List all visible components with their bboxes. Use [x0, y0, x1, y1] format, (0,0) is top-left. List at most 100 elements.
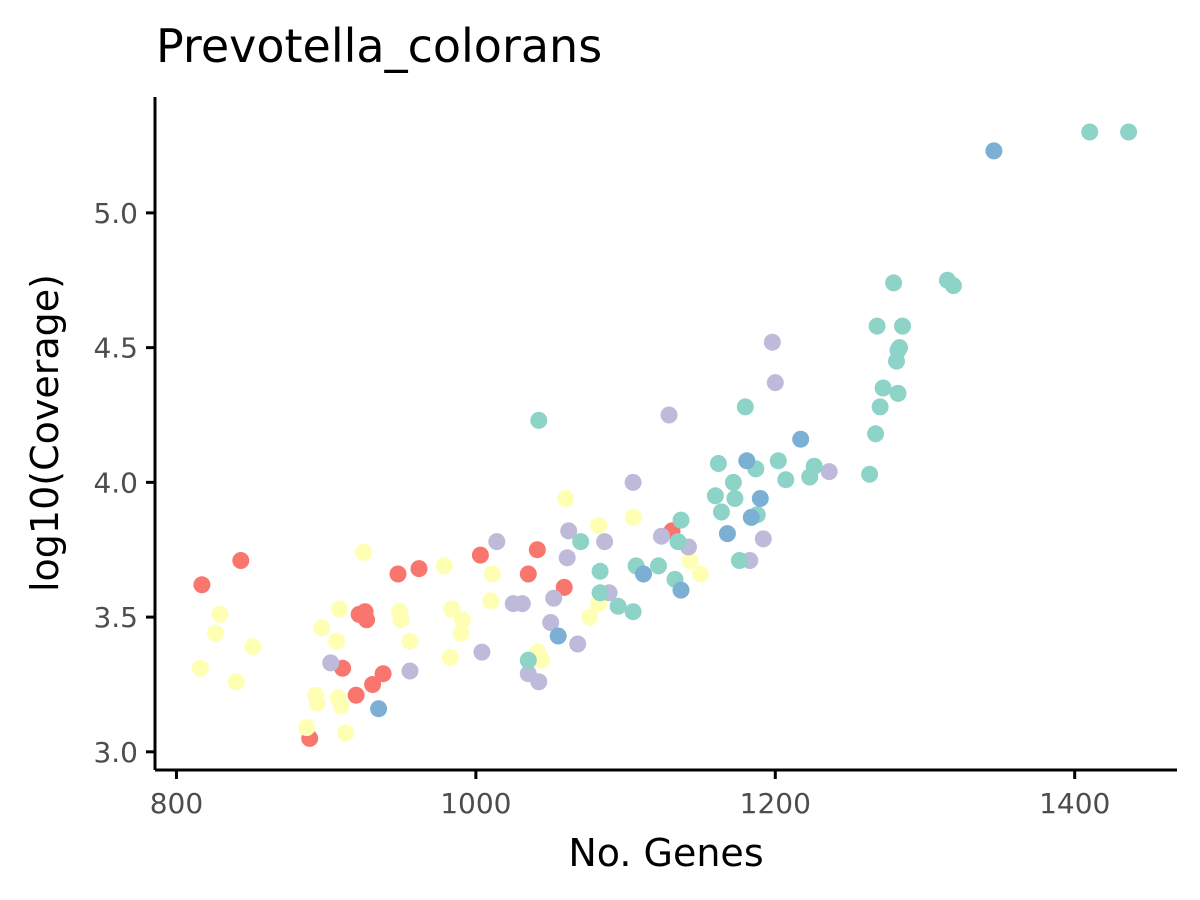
- y-tick-label: 3.0: [93, 736, 138, 769]
- data-point-yellow-33: [691, 565, 709, 583]
- data-point-lavender-15: [624, 473, 642, 491]
- data-point-blue-8: [792, 430, 810, 448]
- data-point-yellow-30: [590, 517, 608, 534]
- data-point-teal-18: [736, 398, 754, 416]
- data-point-lavender-7: [530, 673, 548, 691]
- data-point-yellow-1: [206, 624, 224, 642]
- data-point-lavender-2: [473, 643, 491, 661]
- data-point-yellow-18: [435, 557, 453, 575]
- data-point-teal-11: [672, 511, 690, 529]
- data-point-yellow-27: [557, 490, 575, 507]
- data-point-salmon-10: [389, 565, 407, 583]
- data-point-lavender-23: [820, 463, 838, 481]
- data-point-teal-34: [891, 339, 908, 357]
- data-point-teal-29: [874, 379, 892, 397]
- data-point-lavender-8: [542, 614, 560, 631]
- data-point-yellow-31: [624, 508, 642, 526]
- x-axis-label: No. Genes: [568, 831, 763, 875]
- data-point-teal-24: [805, 457, 823, 475]
- data-point-salmon-14: [528, 541, 546, 559]
- data-point-lavender-17: [660, 406, 678, 424]
- data-point-teal-6: [624, 603, 642, 621]
- data-point-yellow-17: [401, 632, 419, 650]
- data-point-yellow-12: [332, 697, 350, 715]
- y-tick-label: 3.5: [93, 601, 138, 634]
- data-point-salmon-9: [374, 665, 392, 683]
- data-point-yellow-20: [443, 600, 461, 618]
- data-point-teal-8: [650, 557, 667, 575]
- data-point-yellow-28: [581, 608, 599, 626]
- data-point-lavender-16: [653, 527, 670, 545]
- data-point-teal-10: [669, 533, 687, 551]
- data-point-yellow-19: [441, 649, 459, 666]
- data-point-yellow-8: [313, 619, 331, 637]
- data-point-lavender-22: [766, 374, 784, 392]
- data-point-yellow-32: [681, 552, 699, 569]
- data-point-yellow-16: [392, 611, 410, 629]
- data-point-teal-0: [519, 651, 537, 669]
- data-point-teal-25: [861, 465, 879, 483]
- data-point-blue-4: [718, 525, 736, 543]
- data-point-salmon-15: [555, 578, 573, 596]
- data-point-yellow-23: [482, 592, 500, 610]
- data-point-teal-33: [889, 384, 907, 402]
- data-point-teal-13: [709, 455, 727, 472]
- data-point-teal-16: [726, 490, 744, 507]
- x-tick-label: 1400: [1039, 787, 1110, 820]
- data-point-lavender-5: [513, 595, 531, 613]
- data-point-teal-22: [777, 471, 795, 489]
- data-point-teal-38: [1081, 123, 1099, 141]
- data-point-blue-3: [672, 581, 690, 599]
- data-point-salmon-0: [193, 576, 211, 594]
- data-point-lavender-10: [558, 549, 576, 567]
- data-point-lavender-12: [569, 635, 587, 653]
- data-point-yellow-7: [308, 694, 326, 712]
- x-tick-label: 800: [150, 787, 203, 820]
- data-point-teal-39: [1120, 123, 1138, 141]
- data-point-yellow-26: [533, 651, 551, 669]
- data-point-yellow-4: [244, 638, 262, 656]
- data-point-lavender-13: [596, 533, 614, 551]
- y-axis-ticks: 3.0 3.5 4.0 4.5 5.0: [93, 197, 155, 769]
- data-points: [191, 123, 1138, 747]
- data-point-teal-5: [609, 597, 627, 615]
- data-point-yellow-13: [337, 724, 355, 742]
- data-point-teal-14: [712, 503, 730, 521]
- data-point-yellow-0: [191, 659, 209, 677]
- data-point-blue-5: [738, 452, 756, 470]
- x-tick-label: 1200: [740, 787, 811, 820]
- data-point-salmon-8: [364, 676, 382, 693]
- data-point-salmon-1: [232, 552, 250, 569]
- y-tick-label: 4.5: [93, 332, 138, 365]
- data-point-yellow-2: [211, 605, 229, 623]
- x-tick-label: 1000: [440, 787, 511, 820]
- data-point-lavender-0: [322, 654, 340, 672]
- data-point-yellow-3: [227, 673, 245, 691]
- data-point-teal-30: [885, 274, 903, 292]
- data-point-salmon-13: [519, 565, 537, 583]
- data-point-teal-15: [724, 473, 742, 491]
- y-tick-label: 4.0: [93, 466, 138, 499]
- data-point-lavender-20: [754, 530, 772, 548]
- data-point-salmon-11: [410, 560, 428, 578]
- data-point-teal-17: [730, 552, 748, 569]
- data-point-teal-27: [868, 317, 886, 335]
- data-point-yellow-9: [328, 632, 346, 650]
- data-point-teal-26: [867, 425, 885, 443]
- data-point-teal-35: [894, 317, 911, 335]
- data-point-teal-3: [591, 584, 609, 602]
- y-axis-label: log10(Coverage): [23, 274, 67, 592]
- chart-title: Prevotella_colorans: [156, 19, 602, 73]
- data-point-salmon-12: [471, 546, 489, 564]
- data-point-blue-7: [751, 490, 769, 507]
- data-point-lavender-1: [401, 662, 419, 680]
- data-point-lavender-9: [545, 589, 563, 607]
- data-point-teal-21: [769, 452, 787, 470]
- data-point-lavender-21: [763, 333, 781, 351]
- data-point-teal-37: [944, 277, 962, 295]
- data-point-lavender-3: [488, 533, 506, 551]
- data-point-lavender-11: [560, 522, 578, 540]
- data-point-teal-4: [591, 562, 609, 580]
- data-point-blue-0: [370, 700, 388, 718]
